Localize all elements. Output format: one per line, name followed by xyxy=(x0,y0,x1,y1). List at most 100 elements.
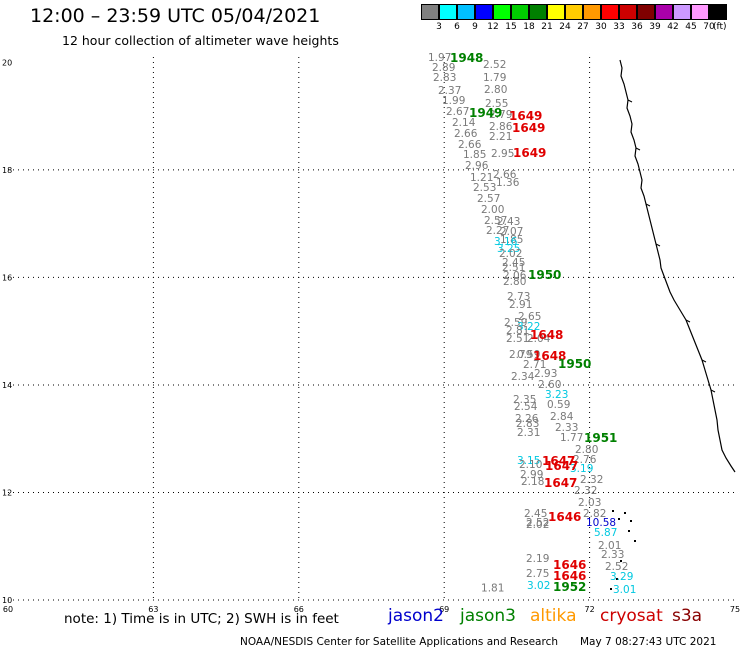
island-marker xyxy=(630,520,632,522)
wave-height-value: 2.27 xyxy=(486,225,509,237)
wave-height-value: 2.54 xyxy=(514,401,538,413)
pass-time-label: 1649 xyxy=(509,109,542,123)
lat-label: 12 xyxy=(2,488,12,497)
wave-height-value: 3.01 xyxy=(613,584,636,596)
wave-height-value: 2.91 xyxy=(509,299,532,311)
satellite-cryosat: cryosat xyxy=(600,606,663,626)
wave-height-value: 2.86 xyxy=(489,121,513,133)
legend-swatch xyxy=(421,4,439,20)
coastline-detail xyxy=(685,319,691,323)
lon-label: 66 xyxy=(294,605,304,614)
footer-timestamp: May 7 08:27:43 UTC 2021 xyxy=(580,636,717,648)
pass-time-label: 1647 xyxy=(544,476,577,490)
wave-height-value: 2.73 xyxy=(507,291,530,303)
wave-height-value: 2.53 xyxy=(473,182,496,194)
wave-height-value: 2.45 xyxy=(524,508,547,520)
wave-height-value: 2.80 xyxy=(575,444,598,456)
wave-height-value: 1.99 xyxy=(442,95,465,107)
pass-time-label: 1646 xyxy=(553,558,586,572)
wave-height-value: 2.07 xyxy=(500,226,523,238)
legend-swatch xyxy=(547,4,565,20)
island-marker xyxy=(634,540,636,542)
wave-height-value: 1.97 xyxy=(428,52,451,64)
wave-height-value: 2.57 xyxy=(477,193,500,205)
legend-tick-label: 39 xyxy=(649,22,661,32)
wave-height-value: 2.31 xyxy=(517,427,540,439)
wave-height-value: 5.87 xyxy=(594,527,617,539)
island-marker xyxy=(618,518,620,520)
color-legend: 3 6 9 12 15 18 21 24 27 30 33 36 39 42 45 70 (ft) xyxy=(421,4,733,34)
legend-swatch xyxy=(637,4,655,20)
wave-height-value: 0.59 xyxy=(547,399,570,411)
wave-height-value: 2.83 xyxy=(516,418,539,430)
pass-time-label: 1649 xyxy=(513,146,546,160)
legend-tick-label: 21 xyxy=(541,22,553,32)
wave-height-value: 2.95 xyxy=(491,148,514,160)
wave-height-value: 2.01 xyxy=(598,540,621,552)
wave-height-value: 3.23 xyxy=(545,389,568,401)
lon-label: 69 xyxy=(439,605,449,614)
wave-height-value: 1.36 xyxy=(496,177,520,189)
legend-swatch xyxy=(673,4,691,20)
coastline-detail xyxy=(655,243,661,247)
wave-height-value: 2.35 xyxy=(513,394,536,406)
page-title: 12:00 – 23:59 UTC 05/04/2021 xyxy=(30,5,321,27)
wave-height-value: 2.84 xyxy=(550,411,574,423)
lon-label: 60 xyxy=(3,605,13,614)
lat-label: 16 xyxy=(2,273,12,282)
wave-height-value: 2.06 xyxy=(503,270,527,282)
wave-height-value: 1.85 xyxy=(463,149,486,161)
wave-height-value: 2.02 xyxy=(499,248,522,260)
wave-height-value: 2.57 xyxy=(484,215,507,227)
wave-height-value: 2.99 xyxy=(520,469,543,481)
pass-time-label: 1950 xyxy=(528,268,561,282)
wave-height-value: 2.04 xyxy=(527,333,551,345)
wave-height-value: 2.59 xyxy=(504,317,527,329)
lon-label: 75 xyxy=(730,605,740,614)
wave-height-value: 2.34 xyxy=(511,371,535,383)
wave-height-value: 2.43 xyxy=(497,216,520,228)
coastline-path xyxy=(619,59,736,473)
legend-swatch xyxy=(439,4,457,20)
wave-height-value: 2.75 xyxy=(526,568,549,580)
coastline-detail xyxy=(645,203,651,207)
island-marker xyxy=(612,510,614,512)
wave-height-value: 2.52 xyxy=(483,59,506,71)
wave-height-value: 2.14 xyxy=(452,117,476,129)
pass-time-label: 1646 xyxy=(553,569,586,583)
coastline-detail xyxy=(635,147,641,151)
legend-swatch xyxy=(529,4,547,20)
wave-height-value: 2.19 xyxy=(526,553,549,565)
wave-height-value: 2.79 xyxy=(489,109,512,121)
wave-height-value: 2.66 xyxy=(458,139,482,151)
legend-tick-label: 27 xyxy=(577,22,589,32)
satellite-jason2: jason2 xyxy=(388,606,444,626)
footer-credit: NOAA/NESDIS Center for Satellite Applica… xyxy=(240,636,558,648)
wave-height-value: 2.00 xyxy=(481,204,504,216)
legend-tick-label: 36 xyxy=(631,22,643,32)
island-marker xyxy=(628,530,630,532)
wave-height-value: 2.52 xyxy=(526,517,549,529)
pass-time-label: 1648 xyxy=(533,349,566,363)
wave-height-value: 2.80 xyxy=(484,84,507,96)
wave-height-value: 2.65 xyxy=(518,311,541,323)
pass-time-label: 1648 xyxy=(530,328,563,342)
lat-label: 18 xyxy=(2,166,12,175)
wave-height-value: 1.85 xyxy=(500,234,523,246)
pass-time-label: 1647 xyxy=(545,459,578,473)
wave-height-value: 2.71 xyxy=(523,359,546,371)
legend-tick-label: 70 xyxy=(703,22,715,32)
note-text: note: 1) Time is in UTC; 2) SWH is in fe… xyxy=(64,611,339,627)
pass-time-label: 1951 xyxy=(584,431,617,445)
legend-tick-label: 9 xyxy=(472,22,478,32)
wave-height-value: 2.96 xyxy=(465,160,489,172)
legend-tick-label: 3 xyxy=(436,22,442,32)
wave-height-value: 0.59 xyxy=(517,349,540,361)
wave-height-values: 1.972.522.892.83 1.792.37 2.801.99 2.552.67… xyxy=(428,52,636,596)
legend-tick-label: 15 xyxy=(505,22,517,32)
coastline-detail xyxy=(701,359,707,363)
wave-height-value: 2.32 xyxy=(574,485,597,497)
legend-tick-label: 6 xyxy=(454,22,460,32)
pass-time-label: 1646 xyxy=(548,510,581,524)
